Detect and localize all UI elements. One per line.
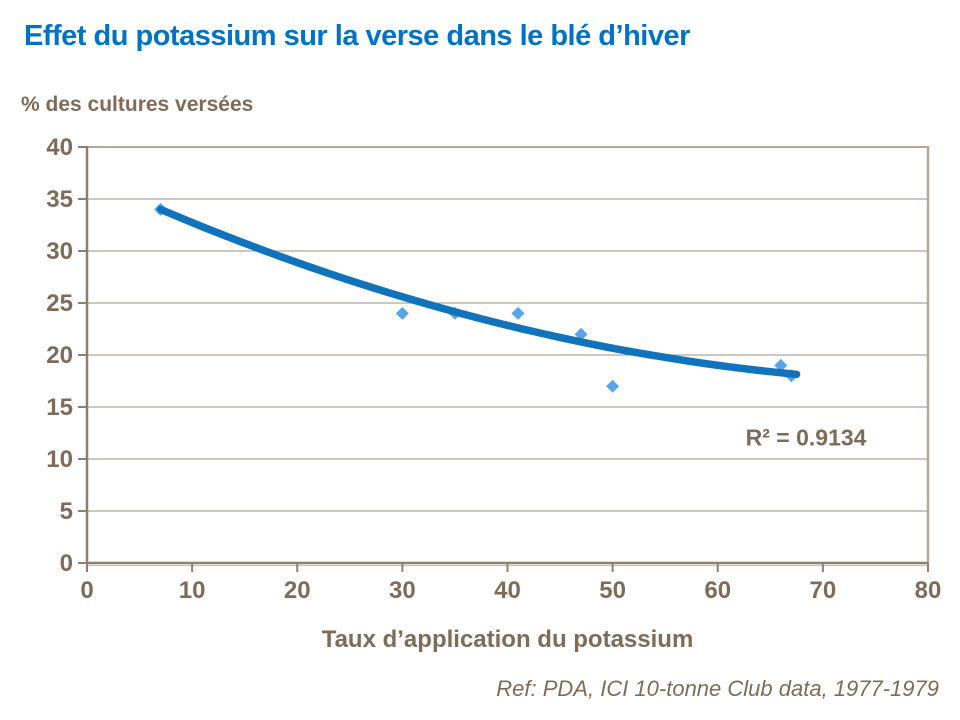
r-squared-label: R² = 0.9134 [746,424,867,450]
x-tick-label: 30 [389,577,416,604]
footer-reference: Ref: PDA, ICI 10-tonne Club data, 1977-1… [496,676,939,701]
y-tick-label: 40 [46,134,73,161]
y-tick-label: 0 [60,550,73,577]
y-tick-label: 30 [46,238,73,265]
y-tick-label: 20 [46,342,73,369]
scatter-point [574,327,588,341]
y-tick-label: 10 [46,446,73,473]
x-tick-label: 0 [80,577,93,604]
x-tick-label: 60 [704,577,731,604]
x-tick-label: 40 [494,577,521,604]
x-tick-label: 10 [179,577,206,604]
y-tick-label: 25 [46,290,73,317]
scatter-point [774,358,788,372]
scatter-point [511,306,525,320]
page-title: Effet du potassium sur la verse dans le … [24,20,690,52]
y-tick-label: 35 [46,186,73,213]
x-tick-label: 70 [810,577,837,604]
x-axis-title: Taux d’application du potassium [322,626,694,653]
scatter-point [606,379,620,393]
x-tick-label: 50 [599,577,626,604]
y-tick-label: 5 [60,498,73,525]
scatter-point [395,306,409,320]
x-tick-label: 80 [915,577,942,604]
x-tick-label: 20 [284,577,311,604]
y-tick-label: 15 [46,394,73,421]
chart: 0 5 10 15 20 25 30 35 40 0 10 20 30 40 50 60 70 80 R² = 0.… [46,134,942,653]
trend-line [156,205,801,379]
y-axis-caption: % des cultures versées [21,93,254,116]
